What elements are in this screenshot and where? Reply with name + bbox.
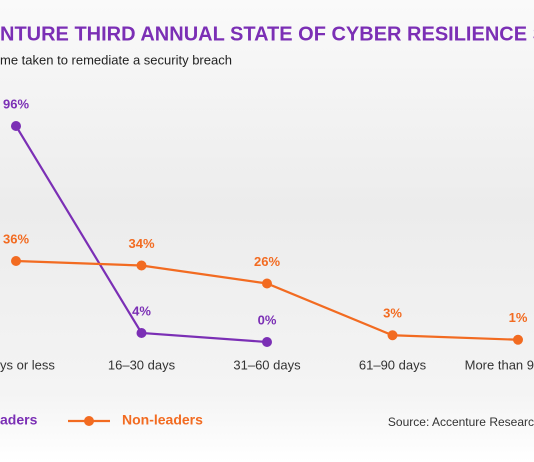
legend-marker bbox=[84, 416, 94, 426]
data-label: 96% bbox=[3, 96, 29, 111]
x-tick-label: ys or less bbox=[0, 357, 55, 372]
legend-label: Non-leaders bbox=[122, 412, 203, 428]
data-label: 0% bbox=[258, 312, 277, 327]
x-tick-label: More than 9 bbox=[465, 357, 534, 372]
chart-subtitle: me taken to remediate a security breach bbox=[0, 52, 232, 67]
data-point bbox=[387, 330, 398, 341]
data-point bbox=[136, 260, 147, 271]
data-point bbox=[11, 121, 21, 131]
chart-title: NTURE THIRD ANNUAL STATE OF CYBER RESILI… bbox=[0, 23, 534, 45]
data-label: 3% bbox=[383, 306, 402, 321]
legend-label: aders bbox=[0, 412, 38, 428]
source: Source: Accenture Researc bbox=[388, 415, 534, 429]
x-tick-label: 31–60 days bbox=[233, 357, 301, 372]
data-point bbox=[262, 278, 272, 289]
data-label: 1% bbox=[509, 310, 528, 325]
x-tick-label: 61–90 days bbox=[359, 357, 427, 372]
data-point bbox=[11, 256, 21, 266]
data-label: 26% bbox=[254, 254, 280, 269]
data-point bbox=[513, 334, 523, 345]
data-point bbox=[262, 337, 272, 347]
data-label: 34% bbox=[128, 236, 154, 251]
data-label: 4% bbox=[132, 303, 151, 318]
data-point bbox=[136, 328, 147, 338]
x-tick-label: 16–30 days bbox=[108, 357, 176, 372]
data-label: 36% bbox=[3, 231, 29, 246]
